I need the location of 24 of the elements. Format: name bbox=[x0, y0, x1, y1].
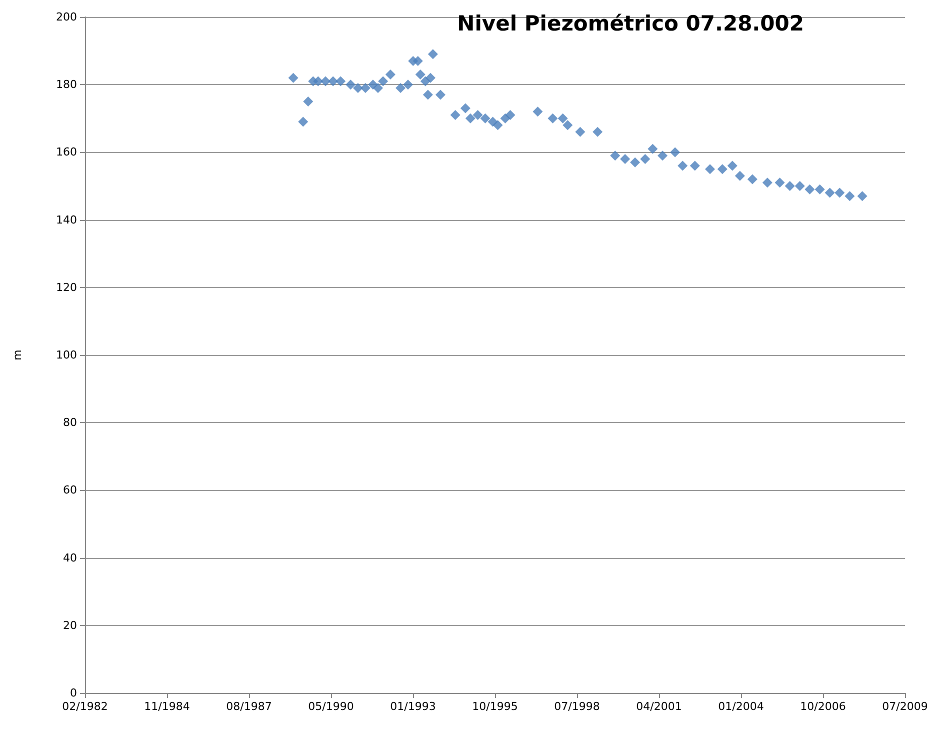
x-tick-label: 01/2004 bbox=[718, 700, 764, 713]
y-axis-title: m bbox=[11, 350, 24, 360]
y-tick-label: 100 bbox=[56, 348, 77, 362]
x-tick-label: 08/1987 bbox=[226, 700, 272, 713]
x-tick-label: 11/1984 bbox=[144, 700, 190, 713]
y-tick-label: 160 bbox=[56, 146, 77, 159]
x-tick-label: 10/1995 bbox=[472, 700, 518, 713]
y-tick-label: 200 bbox=[56, 10, 77, 24]
x-tick-label: 05/1990 bbox=[308, 700, 354, 713]
y-tick-label: 20 bbox=[63, 618, 77, 632]
y-tick-label: 140 bbox=[56, 213, 77, 226]
x-tick-label: 04/2001 bbox=[636, 700, 682, 713]
chart-title: Nivel Piezométrico 07.28.002 bbox=[457, 12, 804, 36]
y-tick-label: 80 bbox=[63, 416, 77, 430]
y-tick-label: 120 bbox=[56, 280, 77, 294]
x-tick-label: 01/1993 bbox=[390, 700, 436, 713]
y-tick-label: 60 bbox=[63, 484, 77, 497]
x-tick-label: 07/2009 bbox=[882, 700, 928, 713]
y-tick-label: 0 bbox=[70, 686, 77, 700]
x-tick-label: 07/1998 bbox=[554, 700, 600, 713]
y-tick-label: 40 bbox=[63, 551, 77, 564]
y-tick-label: 180 bbox=[56, 78, 77, 92]
x-tick-label: 02/1982 bbox=[62, 700, 108, 713]
x-tick-label: 10/2006 bbox=[800, 700, 846, 713]
